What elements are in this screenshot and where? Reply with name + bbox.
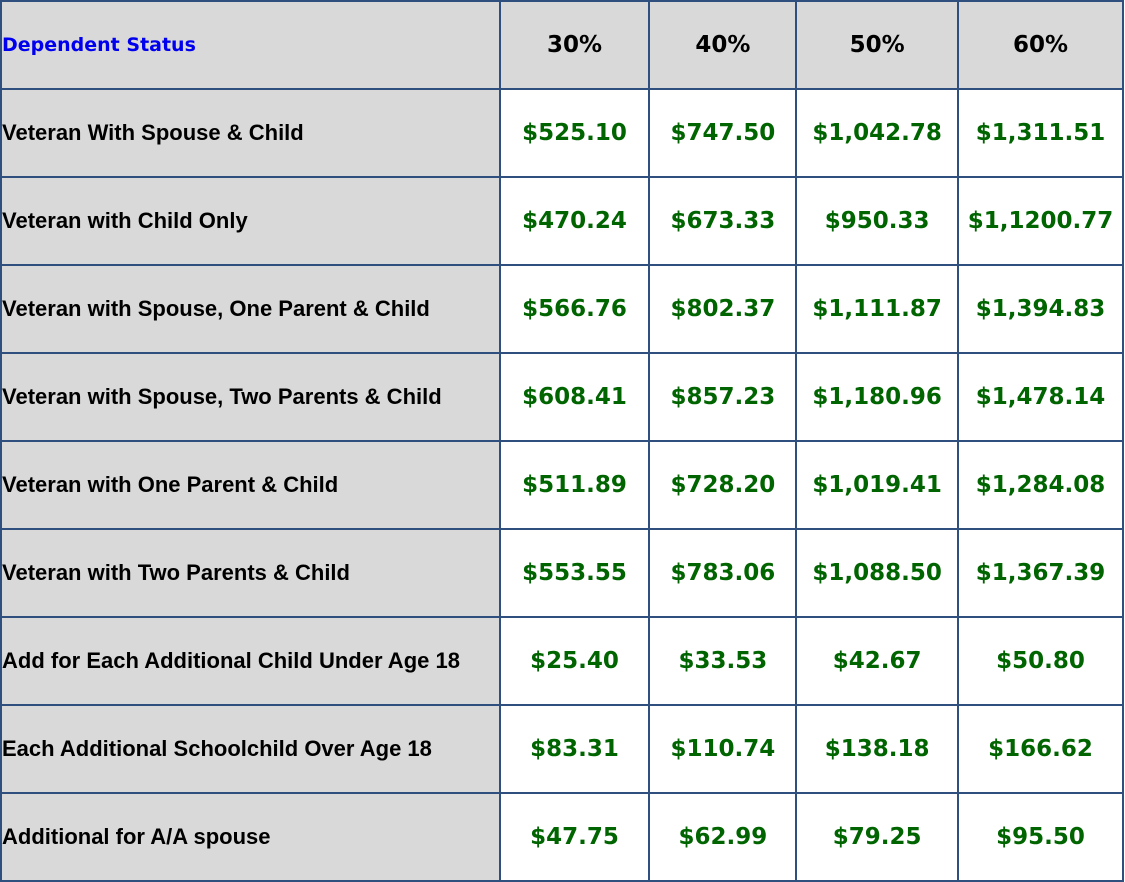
row-label: Veteran with Spouse, Two Parents & Child: [0, 352, 501, 442]
row-label: Veteran with Spouse, One Parent & Child: [0, 264, 501, 354]
rate-cell: $470.24: [498, 176, 651, 266]
rate-cell: $728.20: [648, 440, 798, 530]
row-label: Veteran with Child Only: [0, 176, 501, 266]
rate-cell: $1,284.08: [957, 440, 1124, 530]
rate-cell: $95.50: [957, 792, 1124, 882]
table-row: Veteran with Child Only $470.24 $673.33 …: [0, 176, 1124, 266]
row-label: Veteran With Spouse & Child: [0, 88, 501, 178]
rate-cell: $857.23: [648, 352, 798, 442]
row-label: Veteran with One Parent & Child: [0, 440, 501, 530]
table-row: Veteran with Two Parents & Child $553.55…: [0, 528, 1124, 618]
rate-cell: $511.89: [498, 440, 651, 530]
rate-cell: $166.62: [957, 704, 1124, 794]
table-row: Add for Each Additional Child Under Age …: [0, 616, 1124, 706]
column-header-40: 40%: [648, 0, 798, 90]
row-label: Veteran with Two Parents & Child: [0, 528, 501, 618]
row-label: Add for Each Additional Child Under Age …: [0, 616, 501, 706]
table-row: Veteran with One Parent & Child $511.89 …: [0, 440, 1124, 530]
rate-cell: $1,019.41: [795, 440, 960, 530]
rate-cell: $110.74: [648, 704, 798, 794]
row-label: Each Additional Schoolchild Over Age 18: [0, 704, 501, 794]
rate-cell: $783.06: [648, 528, 798, 618]
rate-cell: $553.55: [498, 528, 651, 618]
rate-cell: $1,111.87: [795, 264, 960, 354]
rate-cell: $1,088.50: [795, 528, 960, 618]
rate-cell: $138.18: [795, 704, 960, 794]
rate-cell: $1,394.83: [957, 264, 1124, 354]
rate-cell: $62.99: [648, 792, 798, 882]
table-row: Veteran with Spouse, One Parent & Child …: [0, 264, 1124, 354]
rate-cell: $608.41: [498, 352, 651, 442]
rate-cell: $33.53: [648, 616, 798, 706]
rate-cell: $566.76: [498, 264, 651, 354]
rate-cell: $1,042.78: [795, 88, 960, 178]
rate-cell: $802.37: [648, 264, 798, 354]
table-row: Additional for A/A spouse $47.75 $62.99 …: [0, 792, 1124, 882]
rate-cell: $1,180.96: [795, 352, 960, 442]
rate-cell: $50.80: [957, 616, 1124, 706]
rate-cell: $79.25: [795, 792, 960, 882]
table-row: Veteran with Spouse, Two Parents & Child…: [0, 352, 1124, 442]
dependent-status-header: Dependent Status: [0, 0, 501, 90]
rate-cell: $747.50: [648, 88, 798, 178]
table-row: Each Additional Schoolchild Over Age 18 …: [0, 704, 1124, 794]
rate-cell: $673.33: [648, 176, 798, 266]
rate-cell: $1,311.51: [957, 88, 1124, 178]
rate-cell: $42.67: [795, 616, 960, 706]
rate-cell: $1,367.39: [957, 528, 1124, 618]
rate-cell: $1,1200.77: [957, 176, 1124, 266]
column-header-60: 60%: [957, 0, 1124, 90]
rate-cell: $1,478.14: [957, 352, 1124, 442]
rate-cell: $525.10: [498, 88, 651, 178]
row-label: Additional for A/A spouse: [0, 792, 501, 882]
rate-cell: $83.31: [498, 704, 651, 794]
rate-cell: $950.33: [795, 176, 960, 266]
table-row: Veteran With Spouse & Child $525.10 $747…: [0, 88, 1124, 178]
column-header-50: 50%: [795, 0, 960, 90]
header-row: Dependent Status 30% 40% 50% 60%: [0, 0, 1124, 90]
rate-cell: $47.75: [498, 792, 651, 882]
rate-cell: $25.40: [498, 616, 651, 706]
column-header-30: 30%: [498, 0, 651, 90]
